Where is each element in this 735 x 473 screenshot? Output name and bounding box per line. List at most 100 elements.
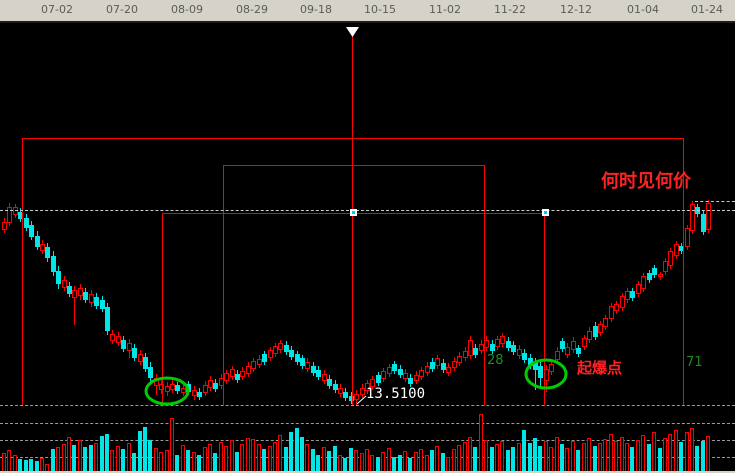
volume-bar <box>392 457 396 471</box>
candle <box>51 256 56 272</box>
candle <box>138 354 143 362</box>
volume-bar <box>78 440 82 471</box>
volume-bar <box>251 439 255 471</box>
date-label: 11-02 <box>429 3 461 16</box>
volume-bar <box>398 455 402 471</box>
drawn-rectangle[interactable] <box>22 138 684 405</box>
annotation-text-price-label[interactable]: 13.5100 <box>366 386 426 402</box>
volume-bar <box>658 448 662 471</box>
volume-bar <box>192 452 196 471</box>
candle <box>668 251 673 266</box>
annotation-text-trigger-text[interactable]: 起爆点 <box>577 359 623 377</box>
volume-bar <box>132 453 136 471</box>
volume-gridline <box>0 405 735 406</box>
volume-bar <box>484 440 488 471</box>
dashed-price-level[interactable] <box>695 201 735 202</box>
candle <box>365 383 370 391</box>
volume-bar <box>506 450 510 471</box>
date-label: 01-04 <box>627 3 659 16</box>
drawn-rectangle[interactable] <box>223 165 485 405</box>
volume-bar <box>641 435 645 471</box>
volume-bar <box>235 452 239 471</box>
candle <box>83 292 88 300</box>
candle <box>468 340 473 356</box>
volume-bar <box>273 442 277 471</box>
volume-bar <box>620 437 624 471</box>
volume-bar <box>219 442 223 471</box>
volume-bar <box>598 443 602 471</box>
volume-bar <box>555 437 559 471</box>
volume-bar <box>62 444 66 471</box>
candle <box>349 396 354 401</box>
volume-bar <box>316 455 320 471</box>
candle <box>305 362 310 369</box>
volume-bar <box>24 460 28 471</box>
date-label: 09-18 <box>300 3 332 16</box>
volume-bar <box>203 447 207 471</box>
selection-handle[interactable] <box>542 209 549 216</box>
candle <box>517 349 522 356</box>
volume-bar <box>593 446 597 471</box>
candle <box>78 288 83 296</box>
candle <box>490 344 495 351</box>
volume-bar <box>403 451 407 471</box>
candle <box>647 273 652 280</box>
volume-gridline <box>0 423 735 424</box>
date-label: 12-12 <box>560 3 592 16</box>
volume-bar <box>175 455 179 471</box>
volume-bar <box>105 434 109 471</box>
volume-bar <box>636 440 640 471</box>
volume-bar <box>582 443 586 471</box>
candle <box>343 392 348 398</box>
volume-bar <box>376 457 380 471</box>
selection-handle[interactable] <box>350 209 357 216</box>
volume-bar <box>2 453 6 471</box>
volume-bar <box>679 442 683 471</box>
volume-bar <box>311 449 315 471</box>
volume-bar <box>490 447 494 471</box>
candle <box>197 392 202 397</box>
volume-bar <box>138 431 142 471</box>
annotation-text-count-28[interactable]: 28 <box>487 353 504 368</box>
volume-bar <box>100 436 104 471</box>
volume-bar <box>630 447 634 471</box>
volume-bar <box>284 447 288 471</box>
candle <box>143 357 148 369</box>
candle <box>598 324 603 333</box>
drawn-rectangle[interactable] <box>162 213 545 405</box>
annotation-text-count-71[interactable]: 71 <box>686 355 703 370</box>
candle <box>658 274 663 277</box>
candle <box>278 343 283 350</box>
candle <box>40 244 45 251</box>
volume-bar <box>381 452 385 471</box>
volume-bar <box>278 435 282 471</box>
volume-bar <box>674 430 678 471</box>
volume-bar <box>354 450 358 471</box>
date-label: 08-29 <box>236 3 268 16</box>
volume-bar <box>365 449 369 471</box>
volume-bar <box>322 447 326 471</box>
candle <box>192 390 197 396</box>
candle <box>398 369 403 375</box>
candle <box>110 334 115 341</box>
candle <box>273 346 278 354</box>
volume-bar <box>647 444 651 471</box>
volume-bar <box>706 436 710 471</box>
candle <box>62 280 67 288</box>
drawn-vertical-line[interactable] <box>352 35 353 405</box>
candle <box>495 339 500 347</box>
candle <box>576 348 581 354</box>
candle <box>322 374 327 381</box>
candle <box>425 366 430 373</box>
volume-bar <box>663 438 667 471</box>
volume-bar <box>13 455 17 471</box>
candle <box>289 350 294 357</box>
volume-bar <box>170 418 174 471</box>
candle <box>370 379 375 387</box>
annotation-text-question-text[interactable]: 何时见何价 <box>601 171 691 192</box>
volume-bar <box>213 453 217 471</box>
volume-bar <box>603 439 607 471</box>
dashed-price-level[interactable] <box>0 210 735 211</box>
candle <box>690 204 695 231</box>
candle <box>284 345 289 352</box>
